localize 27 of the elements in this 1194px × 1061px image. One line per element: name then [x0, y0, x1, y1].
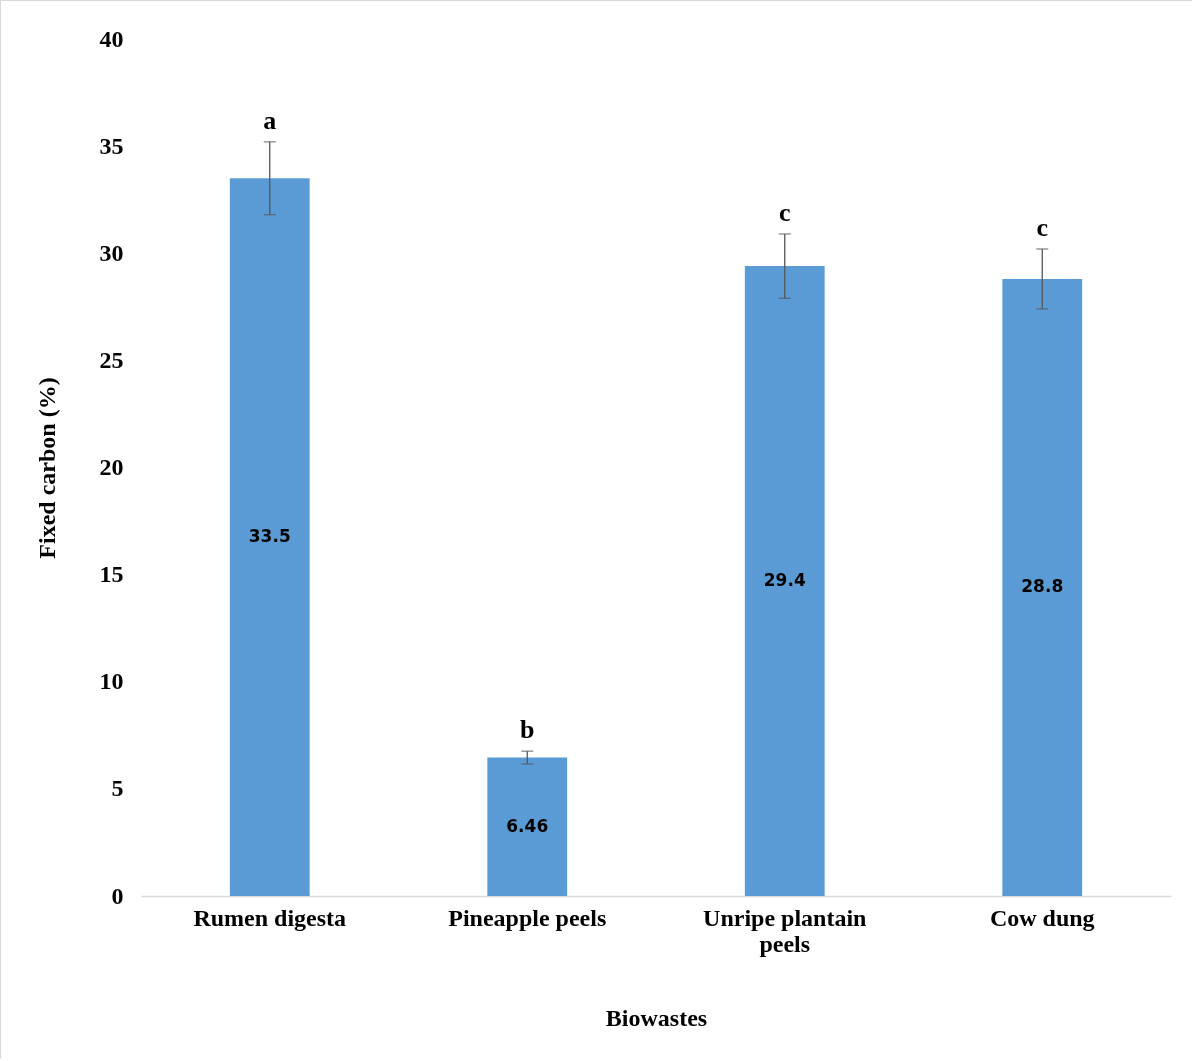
x-tick-label: Rumen digesta — [193, 904, 347, 931]
y-tick-label: 0 — [111, 882, 124, 909]
bar — [1002, 278, 1083, 896]
data-label: 28.8 — [1021, 576, 1064, 597]
annotation: c — [778, 197, 791, 227]
annotation: a — [263, 105, 277, 135]
y-tick-label: 25 — [99, 346, 124, 373]
y-axis-title: Fixed carbon (%) — [33, 377, 60, 559]
x-tick-label: Cow dung — [989, 904, 1095, 931]
y-tick-label: 35 — [99, 132, 124, 159]
annotation: b — [520, 715, 535, 745]
annotation: c — [1036, 212, 1049, 242]
bar — [487, 757, 568, 896]
y-tick-label: 30 — [99, 239, 124, 266]
y-tick-label: 40 — [99, 25, 124, 52]
y-tick-label: 15 — [99, 561, 124, 588]
bar — [229, 178, 310, 896]
data-label: 6.46 — [506, 815, 549, 836]
data-label: 29.4 — [763, 570, 806, 591]
x-tick-label: Pineapple peels — [448, 904, 607, 931]
bar — [744, 266, 825, 896]
y-tick-label: 5 — [111, 775, 124, 802]
x-tick-label: Unripe plantain peels — [703, 904, 867, 957]
y-tick-label: 20 — [99, 454, 124, 480]
y-tick-label: 10 — [99, 668, 124, 695]
data-label: 33.5 — [248, 526, 291, 547]
x-axis-title: Biowastes — [605, 1004, 708, 1031]
